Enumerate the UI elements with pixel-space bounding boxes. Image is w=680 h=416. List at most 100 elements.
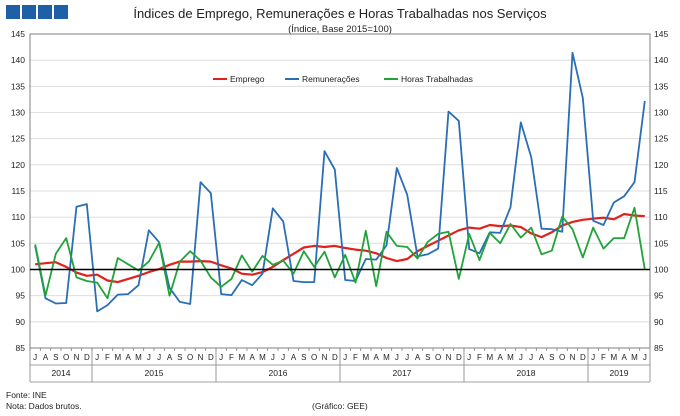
x-tick-label-month: J	[529, 353, 533, 362]
x-tick-label-month: A	[43, 353, 49, 362]
x-tick-label-month: J	[467, 353, 471, 362]
x-tick-label-year: 2015	[145, 368, 164, 378]
x-tick-label-month: M	[610, 353, 617, 362]
x-tick-label-month: O	[187, 353, 193, 362]
x-tick-label-month: J	[343, 353, 347, 362]
chart-title: Índices de Emprego, Remunerações e Horas…	[133, 6, 547, 21]
footer-source: Fonte: INE	[6, 390, 47, 400]
footer-note: Nota: Dados brutos.	[6, 401, 82, 411]
footer-graph-credit: (Gráfico: GEE)	[312, 401, 368, 411]
series-line-1	[34, 51, 646, 313]
y-tick-label-left: 85	[16, 343, 26, 353]
x-tick-label-month: D	[456, 353, 462, 362]
y-tick-label-right: 135	[654, 81, 668, 91]
y-tick-label-left: 110	[11, 212, 25, 222]
x-tick-label-month: F	[477, 353, 482, 362]
y-tick-label-right: 90	[654, 317, 664, 327]
y-tick-label-right: 140	[654, 55, 668, 65]
x-tick-label-month: M	[631, 353, 638, 362]
x-tick-label-month: D	[580, 353, 586, 362]
x-tick-label-month: D	[332, 353, 338, 362]
y-tick-label-right: 130	[654, 108, 668, 118]
x-tick-label-month: A	[249, 353, 255, 362]
x-tick-label-month: J	[395, 353, 399, 362]
y-tick-label-right: 115	[654, 186, 668, 196]
y-tick-label-right: 85	[654, 343, 664, 353]
brand-logo-block-2	[22, 5, 36, 19]
y-tick-label-left: 115	[11, 186, 25, 196]
x-tick-label-month: J	[519, 353, 523, 362]
chart-legend: Emprego Remunerações Horas Trabalhadas	[213, 74, 473, 84]
x-tick-label-month: N	[322, 353, 328, 362]
y-tick-label-left: 120	[11, 160, 25, 170]
x-tick-label-year: 2018	[517, 368, 536, 378]
x-tick-label-month: A	[373, 353, 379, 362]
x-tick-label-month: F	[601, 353, 606, 362]
x-tick-label-year: 2014	[52, 368, 71, 378]
legend-label-0: Emprego	[230, 74, 265, 84]
x-tick-label-month: J	[219, 353, 223, 362]
legend-label-2: Horas Trabalhadas	[401, 74, 473, 84]
x-tick-label-month: A	[415, 353, 421, 362]
y-tick-label-left: 130	[11, 108, 25, 118]
y-tick-label-left: 140	[11, 55, 25, 65]
x-tick-label-month: M	[507, 353, 514, 362]
brand-logo-block-4	[54, 5, 68, 19]
x-tick-label-month: A	[497, 353, 503, 362]
y-tick-label-right: 100	[654, 265, 668, 275]
y-tick-label-left: 135	[11, 81, 25, 91]
y-tick-label-right: 95	[654, 291, 664, 301]
x-tick-label-month: S	[425, 353, 430, 362]
x-tick-label-month: J	[95, 353, 99, 362]
chart-subtitle: (Índice, Base 2015=100)	[288, 24, 392, 35]
x-tick-label-month: S	[301, 353, 306, 362]
x-tick-label-month: A	[539, 353, 545, 362]
x-tick-label-month: O	[63, 353, 69, 362]
x-tick-label-month: J	[157, 353, 161, 362]
x-tick-label-month: M	[238, 353, 245, 362]
x-tick-label-year: 2019	[610, 368, 629, 378]
legend-label-1: Remunerações	[302, 74, 360, 84]
brand-logo-block-3	[38, 5, 52, 19]
x-tick-label-month: J	[591, 353, 595, 362]
x-tick-label-month: J	[643, 353, 647, 362]
x-tick-label-month: J	[147, 353, 151, 362]
x-tick-label-month: M	[259, 353, 266, 362]
y-tick-label-left: 145	[11, 29, 25, 39]
x-tick-label-month: S	[53, 353, 58, 362]
y-tick-label-left: 95	[16, 291, 26, 301]
x-tick-label-month: M	[383, 353, 390, 362]
x-tick-label-month: O	[435, 353, 441, 362]
y-tick-label-left: 90	[16, 317, 26, 327]
x-tick-label-month: N	[74, 353, 80, 362]
x-tick-label-month: A	[167, 353, 173, 362]
x-tick-label-month: N	[570, 353, 576, 362]
x-tick-label-month: M	[362, 353, 369, 362]
y-tick-label-right: 120	[654, 160, 668, 170]
x-tick-label-month: A	[291, 353, 297, 362]
y-tick-label-right: 125	[654, 134, 668, 144]
x-tick-label-month: F	[353, 353, 358, 362]
x-tick-label-month: F	[105, 353, 110, 362]
x-tick-label-month: D	[84, 353, 90, 362]
chart-series	[30, 51, 650, 313]
x-tick-label-month: S	[177, 353, 182, 362]
x-tick-label-month: J	[271, 353, 275, 362]
y-tick-label-right: 105	[654, 238, 668, 248]
y-tick-label-right: 110	[654, 212, 668, 222]
x-tick-label-month: D	[208, 353, 214, 362]
x-tick-label-month: O	[559, 353, 565, 362]
x-tick-label-month: N	[198, 353, 204, 362]
chart-axes: 85 85 90 90 95 95 100 100 105 105 110 110 115 115 120 1…	[11, 29, 668, 383]
x-tick-label-month: S	[549, 353, 554, 362]
x-tick-label-month: O	[311, 353, 317, 362]
x-tick-label-month: N	[446, 353, 452, 362]
brand-logo-block-1	[6, 5, 20, 19]
x-tick-label-month: M	[114, 353, 121, 362]
x-tick-label-month: A	[125, 353, 131, 362]
x-tick-label-month: J	[281, 353, 285, 362]
y-tick-label-left: 125	[11, 134, 25, 144]
y-tick-label-left: 105	[11, 238, 25, 248]
x-tick-label-month: J	[33, 353, 37, 362]
